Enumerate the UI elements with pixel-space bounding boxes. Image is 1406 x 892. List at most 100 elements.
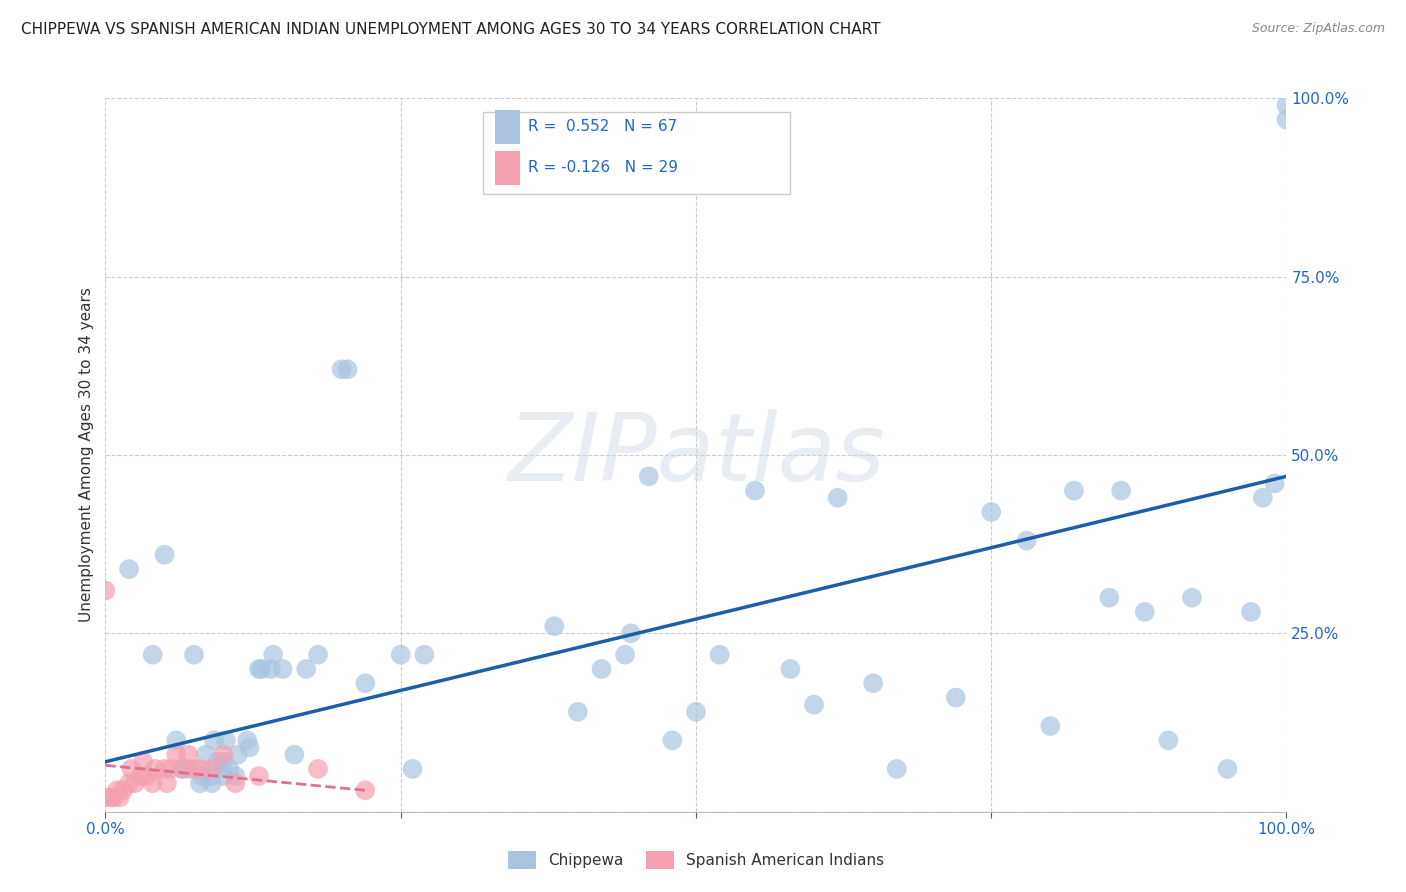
- Point: [201, 776, 224, 790]
- Text: R =  0.552   N = 67: R = 0.552 N = 67: [529, 120, 678, 134]
- Point: [118, 562, 141, 576]
- Point: [1039, 719, 1062, 733]
- Point: [191, 769, 214, 783]
- Point: [389, 648, 412, 662]
- Point: [567, 705, 589, 719]
- Point: [247, 769, 270, 783]
- Point: [1157, 733, 1180, 747]
- Point: [201, 769, 224, 783]
- Point: [307, 648, 329, 662]
- Point: [1063, 483, 1085, 498]
- Point: [129, 769, 152, 783]
- Point: [637, 469, 659, 483]
- Point: [108, 790, 131, 805]
- Point: [250, 662, 273, 676]
- Text: R = -0.126   N = 29: R = -0.126 N = 29: [529, 161, 678, 175]
- Point: [177, 762, 200, 776]
- Point: [307, 762, 329, 776]
- Point: [1015, 533, 1038, 548]
- Point: [247, 662, 270, 676]
- Point: [862, 676, 884, 690]
- Point: [1240, 605, 1263, 619]
- Point: [94, 790, 117, 805]
- Point: [103, 790, 125, 805]
- Point: [238, 740, 260, 755]
- Point: [194, 747, 217, 762]
- Text: CHIPPEWA VS SPANISH AMERICAN INDIAN UNEMPLOYMENT AMONG AGES 30 TO 34 YEARS CORRE: CHIPPEWA VS SPANISH AMERICAN INDIAN UNEM…: [21, 22, 880, 37]
- Point: [172, 762, 194, 776]
- Point: [153, 762, 176, 776]
- Point: [413, 648, 436, 662]
- Point: [354, 676, 377, 690]
- Point: [614, 648, 637, 662]
- Point: [1098, 591, 1121, 605]
- Point: [1181, 591, 1204, 605]
- Point: [262, 648, 284, 662]
- Point: [620, 626, 643, 640]
- Point: [165, 747, 187, 762]
- Point: [156, 776, 179, 790]
- Point: [177, 747, 200, 762]
- Point: [980, 505, 1002, 519]
- Point: [153, 548, 176, 562]
- Point: [159, 762, 181, 776]
- Point: [886, 762, 908, 776]
- Point: [226, 747, 249, 762]
- Point: [779, 662, 801, 676]
- Point: [224, 769, 246, 783]
- Text: ZIPatlas: ZIPatlas: [508, 409, 884, 500]
- Point: [132, 755, 155, 769]
- Point: [1275, 112, 1298, 127]
- Point: [709, 648, 731, 662]
- Point: [188, 762, 211, 776]
- Point: [283, 747, 305, 762]
- Point: [685, 705, 707, 719]
- Point: [661, 733, 683, 747]
- Point: [224, 776, 246, 790]
- Point: [142, 648, 165, 662]
- Point: [1251, 491, 1274, 505]
- Point: [1133, 605, 1156, 619]
- Point: [260, 662, 283, 676]
- Point: [183, 648, 205, 662]
- Point: [827, 491, 849, 505]
- Point: [744, 483, 766, 498]
- Point: [212, 769, 235, 783]
- Legend: Chippewa, Spanish American Indians: Chippewa, Spanish American Indians: [502, 845, 890, 875]
- Point: [591, 662, 613, 676]
- Point: [112, 783, 135, 797]
- Point: [212, 747, 235, 762]
- Point: [118, 776, 141, 790]
- Point: [1275, 98, 1298, 112]
- Point: [945, 690, 967, 705]
- Y-axis label: Unemployment Among Ages 30 to 34 years: Unemployment Among Ages 30 to 34 years: [79, 287, 94, 623]
- Point: [1216, 762, 1239, 776]
- Point: [401, 762, 423, 776]
- Point: [543, 619, 565, 633]
- Point: [336, 362, 359, 376]
- Point: [330, 362, 353, 376]
- Point: [215, 733, 238, 747]
- Point: [183, 762, 205, 776]
- Point: [803, 698, 825, 712]
- Point: [212, 755, 235, 769]
- Point: [354, 783, 377, 797]
- Point: [124, 776, 146, 790]
- Point: [105, 783, 128, 797]
- Point: [172, 762, 194, 776]
- Point: [218, 762, 240, 776]
- Point: [236, 733, 259, 747]
- Point: [94, 583, 117, 598]
- Point: [295, 662, 318, 676]
- Point: [207, 755, 229, 769]
- Point: [1109, 483, 1132, 498]
- Text: Source: ZipAtlas.com: Source: ZipAtlas.com: [1251, 22, 1385, 36]
- Point: [271, 662, 294, 676]
- Point: [201, 762, 224, 776]
- Point: [135, 769, 157, 783]
- Point: [100, 790, 122, 805]
- Point: [120, 762, 142, 776]
- Point: [143, 762, 166, 776]
- Point: [165, 733, 187, 747]
- Point: [202, 733, 225, 747]
